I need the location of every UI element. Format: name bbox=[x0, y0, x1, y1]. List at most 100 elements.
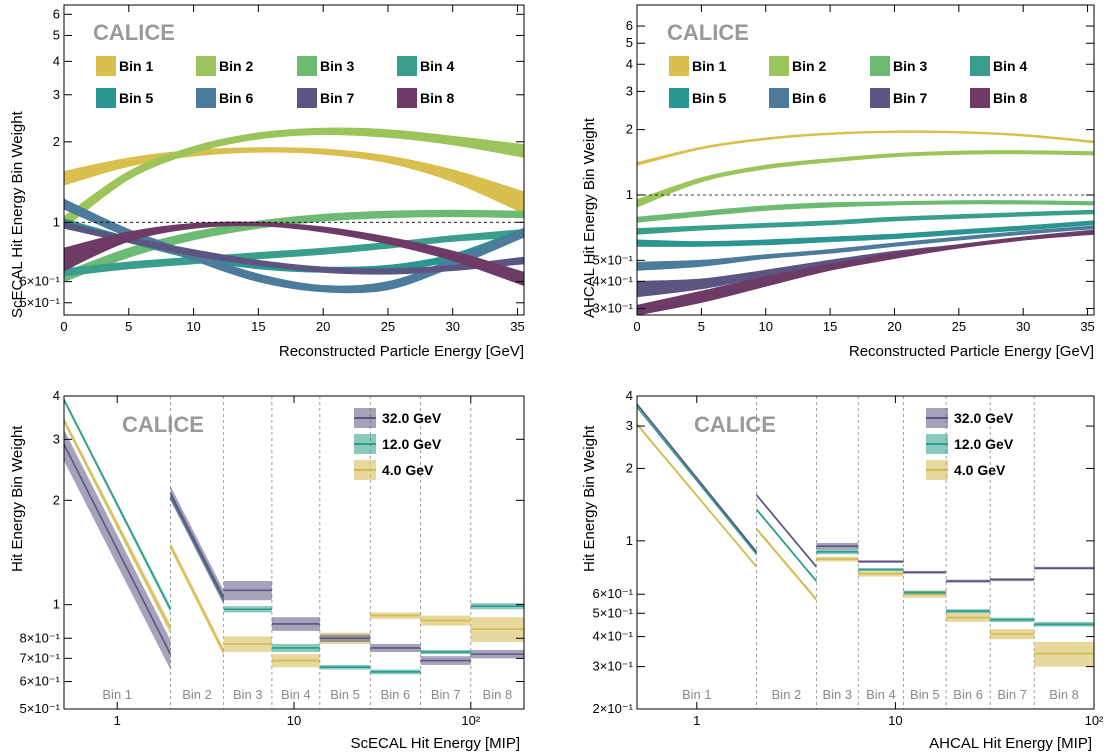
legend-swatch-tl-4 bbox=[397, 56, 417, 76]
x-tick-label-bl-1: 10 bbox=[287, 713, 301, 728]
y-tick-label-tl-1: 6×10⁻¹ bbox=[20, 274, 61, 289]
ramp-line-bl-0-1 bbox=[169, 492, 225, 598]
legend-swatch-tr-2 bbox=[769, 56, 789, 76]
legend-swatch-tl-8 bbox=[397, 88, 417, 108]
legend-tl: Bin 1 Bin 2 Bin 3 Bin 4 Bin 5 Bin 6 Bin 7 Bin 8 bbox=[96, 56, 454, 108]
band-tr-bin-6 bbox=[637, 225, 1094, 271]
bin-label-br-8: Bin 8 bbox=[1049, 687, 1079, 702]
legend-swatch-tr-4 bbox=[970, 56, 990, 76]
legend-tr: Bin 1 Bin 2 Bin 3 Bin 4 Bin 5 Bin 6 Bin 7 Bin 8 bbox=[669, 56, 1027, 108]
bands-tr bbox=[637, 130, 1094, 315]
x-tick-label-tl-0: 0 bbox=[60, 319, 67, 334]
panel-bl: CALICE ScECAL Hit Energy [MIP] Hit Energ… bbox=[9, 412, 520, 752]
series-br-2 bbox=[637, 422, 1094, 667]
x-tick-label-tr-2: 10 bbox=[758, 319, 772, 334]
y-tick-label-bl-2: 7×10⁻¹ bbox=[20, 650, 61, 665]
y-tick-label-br-4: 6×10⁻¹ bbox=[593, 586, 634, 601]
legend-label-tl-6: Bin 6 bbox=[219, 90, 253, 106]
bin-label-bl-7: Bin 7 bbox=[431, 687, 461, 702]
legend-swatch-tr-6 bbox=[769, 88, 789, 108]
band-tr-bin-1 bbox=[637, 130, 1094, 166]
bins-br: Bin 1 Bin 2 Bin 3 Bin 4 Bin 5 Bin 6 Bin 7 Bin 8 bbox=[637, 396, 1094, 709]
ramp-line-bl-2-0 bbox=[64, 420, 172, 630]
legend-swatch-tr-5 bbox=[669, 88, 689, 108]
legend-label-tr-8: Bin 8 bbox=[993, 90, 1027, 106]
panel-tl: CALICE Reconstructed Particle Energy [Ge… bbox=[9, 20, 524, 360]
y-tick-label-bl-0: 5×10⁻¹ bbox=[20, 701, 61, 716]
ramp-line-bl-0-0 bbox=[64, 444, 172, 655]
ramp-line-bl-2-1 bbox=[169, 545, 225, 653]
y-tick-label-tl-0: 5×10⁻¹ bbox=[20, 295, 61, 310]
x-tick-label-tl-1: 5 bbox=[125, 319, 132, 334]
bins-bl: Bin 1 Bin 2 Bin 3 Bin 4 Bin 5 Bin 6 Bin 7 Bin 8 bbox=[64, 396, 524, 709]
y-tick-label-br-7: 3 bbox=[626, 418, 633, 433]
legend-swatch-tl-1 bbox=[96, 56, 116, 76]
calice-logo-bl: CALICE bbox=[122, 412, 204, 437]
legend-label-br-1: 12.0 GeV bbox=[954, 436, 1014, 452]
legend-swatch-tr-3 bbox=[870, 56, 890, 76]
y-tick-label-bl-7: 4 bbox=[53, 388, 60, 403]
ramp-line-bl-1-0 bbox=[64, 399, 172, 610]
x-tick-label-tl-3: 15 bbox=[251, 319, 265, 334]
y-tick-label-tr-3: 1 bbox=[626, 187, 633, 202]
legend-label-tl-5: Bin 5 bbox=[119, 90, 153, 106]
legend-label-tr-2: Bin 2 bbox=[792, 58, 826, 74]
bands-tl bbox=[64, 127, 524, 294]
legend-label-bl-1: 12.0 GeV bbox=[382, 436, 442, 452]
plot-frame-tl bbox=[63, 4, 525, 316]
bin-label-bl-3: Bin 3 bbox=[233, 687, 263, 702]
legend-swatch-tl-2 bbox=[196, 56, 216, 76]
x-tick-label-tr-3: 15 bbox=[823, 319, 837, 334]
bin-label-bl-6: Bin 6 bbox=[381, 687, 411, 702]
band-tr-bin-5 bbox=[637, 220, 1094, 247]
x-tick-label-br-0: 1 bbox=[693, 713, 700, 728]
y-tick-label-br-0: 2×10⁻¹ bbox=[593, 701, 634, 716]
ramp-line-br-1-1 bbox=[755, 508, 817, 582]
y-tick-label-tr-1: 4×10⁻¹ bbox=[593, 273, 634, 288]
x-tick-label-tl-7: 35 bbox=[510, 319, 524, 334]
legend-label-tl-3: Bin 3 bbox=[320, 58, 354, 74]
x-tick-label-tr-7: 35 bbox=[1080, 319, 1094, 334]
chart-bl: Bin 1 Bin 2 Bin 3 Bin 4 Bin 5 Bin 6 Bin 7 Bin 8… bbox=[20, 388, 525, 728]
x-tick-label-tr-6: 30 bbox=[1016, 319, 1030, 334]
bin-label-br-1: Bin 1 bbox=[682, 687, 712, 702]
y-tick-label-bl-5: 2 bbox=[53, 492, 60, 507]
bin-label-bl-8: Bin 8 bbox=[483, 687, 513, 702]
y-tick-label-bl-4: 1 bbox=[53, 597, 60, 612]
bin-label-br-7: Bin 7 bbox=[997, 687, 1027, 702]
y-tick-label-bl-1: 6×10⁻¹ bbox=[20, 674, 61, 689]
band-tr-bin-2 bbox=[637, 150, 1094, 208]
x-tick-label-tr-4: 20 bbox=[887, 319, 901, 334]
legend-br: 32.0 GeV 12.0 GeV 4.0 GeV bbox=[926, 408, 1014, 480]
band-tl-bin-1 bbox=[64, 147, 524, 214]
y-tick-label-tr-0: 3×10⁻¹ bbox=[593, 300, 634, 315]
legend-label-tr-3: Bin 3 bbox=[893, 58, 927, 74]
x-tick-label-tl-6: 30 bbox=[445, 319, 459, 334]
y-tick-label-tl-6: 5 bbox=[53, 27, 60, 42]
x-tick-label-br-2: 10² bbox=[1085, 713, 1104, 728]
y-tick-label-br-3: 5×10⁻¹ bbox=[593, 605, 634, 620]
y-tick-label-tr-5: 3 bbox=[626, 83, 633, 98]
bin-label-br-2: Bin 2 bbox=[772, 687, 802, 702]
x-tick-label-tl-4: 20 bbox=[316, 319, 330, 334]
x-tick-label-tl-2: 10 bbox=[186, 319, 200, 334]
y-tick-label-tl-3: 2 bbox=[53, 134, 60, 149]
y-tick-label-br-6: 2 bbox=[626, 460, 633, 475]
legend-swatch-tr-7 bbox=[870, 88, 890, 108]
bin-label-br-5: Bin 5 bbox=[910, 687, 940, 702]
y-tick-label-tl-5: 4 bbox=[53, 53, 60, 68]
legend-label-tl-7: Bin 7 bbox=[320, 90, 354, 106]
x-axis-title-br: AHCAL Hit Energy [MIP] bbox=[929, 735, 1092, 752]
legend-swatch-tl-5 bbox=[96, 88, 116, 108]
y-tick-label-br-5: 1 bbox=[626, 533, 633, 548]
legend-label-tl-4: Bin 4 bbox=[420, 58, 454, 74]
band-tr-bin-3 bbox=[637, 200, 1094, 223]
legend-label-tr-5: Bin 5 bbox=[692, 90, 726, 106]
legend-label-br-0: 32.0 GeV bbox=[954, 410, 1014, 426]
x-tick-label-tr-0: 0 bbox=[633, 319, 640, 334]
chart-tr: 0 5 10 15 20 25 30 35 3×10⁻¹ 4×10⁻¹ 5×10⁻¹ 1 2 3 4 5 6 Bi… bbox=[593, 4, 1095, 334]
